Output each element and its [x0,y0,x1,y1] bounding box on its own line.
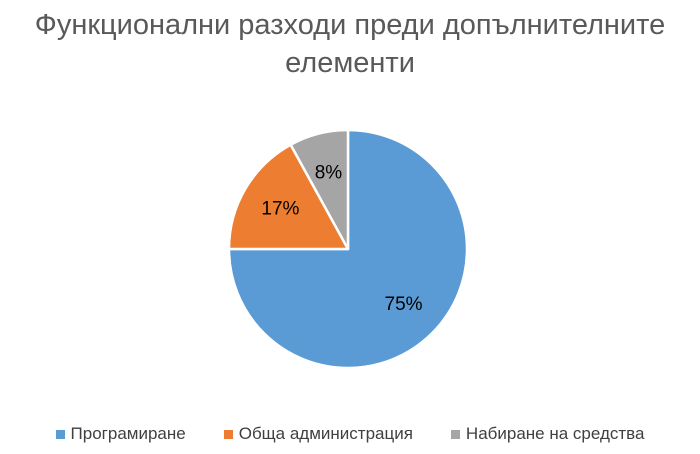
data-label-programirane: 75% [385,294,423,315]
legend-label-programirane: Програмиране [70,424,186,443]
legend-item-obshta-administratsiya: Обща администрация [223,424,413,444]
pie-slice-obshta-administratsiya [227,143,350,251]
chart-title: Функционални разходи преди допълнителнит… [0,6,700,82]
legend-swatch-obshta-administratsiya [223,429,233,439]
legend-label-obshta-administratsiya: Обща администрация [238,424,413,443]
pie-slice-programirane [227,128,469,370]
pie-data-labels: 75% 17% 8% [261,162,422,315]
legend-swatch-nabirane-na-sredstva [450,429,460,439]
data-label-nabirane-na-sredstva: 8% [315,162,343,183]
pie-slices [227,128,469,370]
legend-label-nabirane-na-sredstva: Набиране на средства [465,424,645,443]
chart-legend: Програмиране Обща администрация Набиране… [0,424,700,444]
data-label-obshta-administratsiya: 17% [261,199,299,220]
pie-slice-nabirane-na-sredstva [289,128,350,251]
chart-title-line-1: Функционални разходи преди допълнителнит… [34,9,666,41]
legend-swatch-programirane [55,429,65,439]
legend-item-programirane: Програмиране [55,424,186,444]
legend-item-nabirane-na-sredstva: Набиране на средства [450,424,645,444]
chart-title-line-2: елементи [285,47,415,79]
